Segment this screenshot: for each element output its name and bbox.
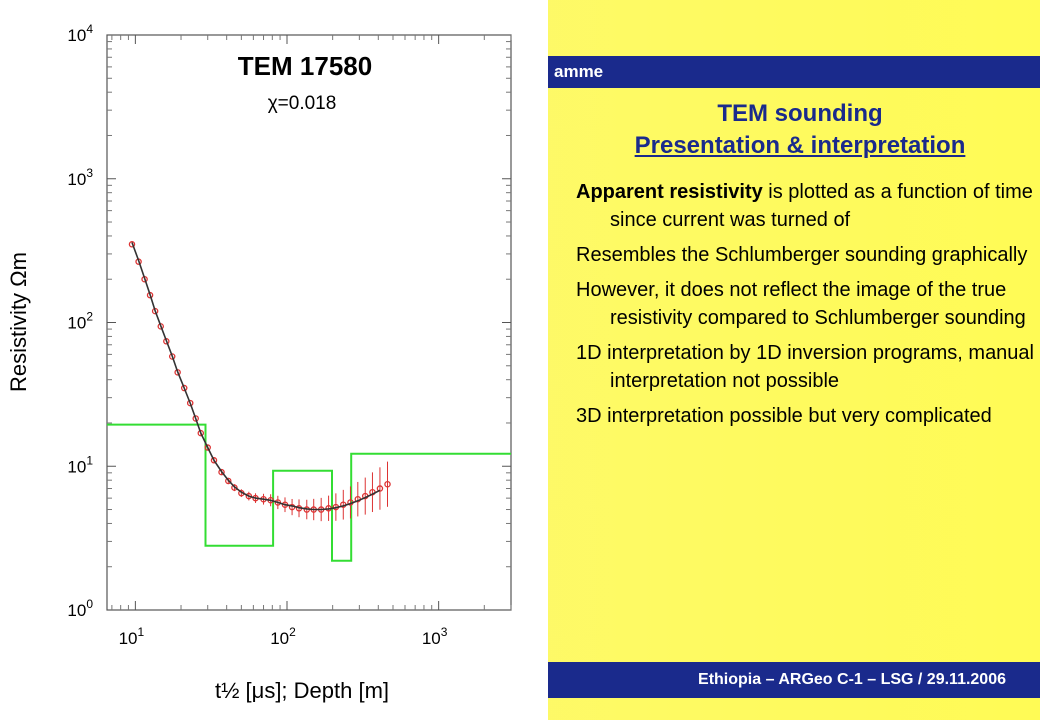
data-point [218,468,225,476]
data-point [231,484,238,491]
footer-bar: Ethiopia – ARGeo C-1 – LSG / 29.11.2006 [548,662,1040,698]
bullet-list: Apparent resistivity is plotted as a fun… [576,178,1036,437]
bullet-text: is plotted as a function of time since c… [610,181,1033,231]
model-step-line [107,423,511,562]
bullet-text: However, it does not reflect the image o… [576,279,1026,329]
data-point [204,444,211,451]
data-point [192,415,199,422]
data-point [186,399,194,407]
x-tick-label: 101 [119,625,145,648]
plot-frame [106,34,512,611]
y-axis-label: Resistivity Ωm [6,252,31,392]
bullet-item: Resembles the Schlumberger sounding grap… [576,241,1036,269]
bullet-item: 3D interpretation possible but very comp… [576,402,1036,430]
bullet-text: 3D interpretation possible but very comp… [576,405,992,427]
header-fragment: amme [554,62,604,81]
resistivity-chart: TEM 17580 χ=0.018 Resistivity Ωm t½ [μs]… [6,22,512,703]
slide-title-line2: Presentation & interpretation [634,132,966,159]
data-point [197,429,205,437]
footer-text: Ethiopia – ARGeo C-1 – LSG / 29.11.2006 [698,671,1006,688]
bullet-item: However, it does not reflect the image o… [576,276,1036,332]
y-tick-label: 103 [67,166,93,189]
bullet-item: Apparent resistivity is plotted as a fun… [576,178,1036,234]
x-tick-label: 103 [422,625,448,648]
y-tick-label: 100 [67,597,93,620]
x-axis-label: t½ [μs]; Depth [m] [215,678,389,703]
header-bar: amme [548,56,1040,88]
bullet-text: Resembles the Schlumberger sounding grap… [576,244,1028,266]
data-point [210,457,218,464]
axes-layer: 100 101 102 103 104 101 102 103 [67,22,512,648]
data-point [128,241,136,248]
fit-curve [131,242,381,511]
y-tick-label: 102 [67,310,93,333]
y-tick-label: 104 [67,22,93,45]
data-point [225,477,232,485]
slide-title-line1: TEM sounding [717,100,883,127]
chart-subtitle: χ=0.018 [268,93,337,114]
data-point [384,480,391,488]
series-layer [107,241,511,562]
x-tick-label: 102 [270,625,296,648]
chart-title: TEM 17580 [238,51,372,81]
bullet-item: 1D interpretation by 1D inversion progra… [576,339,1036,395]
bullet-text: 1D interpretation by 1D inversion progra… [576,342,1034,392]
slide-title: TEM sounding Presentation & interpretati… [560,98,1040,162]
y-tick-label: 101 [67,453,93,476]
bullet-bold: Apparent resistivity [576,181,763,203]
data-point [180,384,188,392]
chart-svg: TEM 17580 χ=0.018 Resistivity Ωm t½ [μs]… [6,22,512,703]
